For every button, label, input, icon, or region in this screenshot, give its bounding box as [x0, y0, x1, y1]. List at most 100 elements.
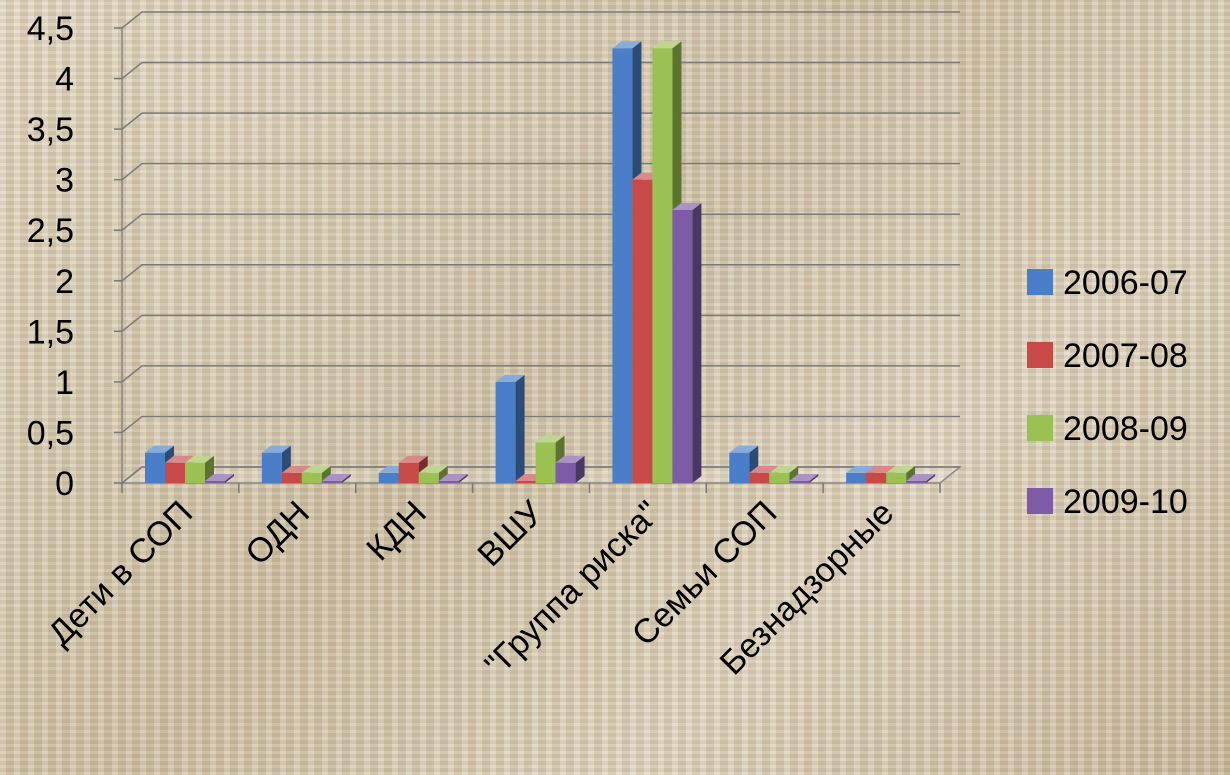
bar-front — [301, 472, 322, 483]
legend-label: 2009-10 — [1063, 483, 1188, 521]
bar-front — [438, 481, 459, 483]
bar-front — [515, 481, 536, 483]
bar-front — [789, 481, 810, 483]
bar-front — [261, 452, 282, 483]
bar — [185, 455, 214, 483]
bar-front — [535, 442, 556, 483]
y-axis-ticks: 0 0,5 1 1,5 2 2,5 3 3,5 4 4,5 — [27, 10, 74, 503]
bar-top — [789, 474, 819, 481]
bar-top — [418, 465, 448, 473]
y-tick-label: 0,5 — [27, 414, 74, 452]
bar-side — [906, 465, 916, 483]
bar-top — [398, 455, 428, 463]
bar-front — [672, 210, 693, 483]
bar-front — [555, 462, 576, 483]
bar — [438, 474, 468, 483]
bar-front — [906, 481, 927, 483]
bar-front — [185, 462, 205, 483]
x-category-label: Дети в СОП — [41, 494, 200, 653]
bar — [418, 465, 448, 483]
bar-top — [612, 41, 642, 49]
bar-side — [225, 474, 234, 483]
legend-swatch — [1027, 342, 1053, 368]
bar-top — [749, 465, 779, 473]
bar-front — [398, 462, 419, 483]
y-tick-label: 2 — [55, 263, 74, 301]
bar-front — [145, 452, 165, 483]
bar — [769, 465, 799, 483]
bar-side — [926, 474, 936, 483]
legend-label: 2008-09 — [1063, 410, 1188, 448]
bar-top — [652, 41, 682, 49]
bar-front — [769, 472, 790, 483]
bar-side — [575, 455, 585, 483]
x-category-label: ОДН — [238, 494, 317, 573]
x-axis-ticks: Дети в СОП ОДН КДН ВШУ"Группа риска"Семьи С… — [41, 483, 941, 684]
bar — [672, 203, 702, 483]
bar-front — [632, 179, 653, 483]
bar-front — [165, 462, 185, 483]
bar-top — [555, 455, 585, 463]
bar — [301, 465, 331, 483]
y-tick-label: 3 — [55, 162, 74, 200]
bar-front — [281, 472, 302, 483]
x-category-label: КДН — [359, 494, 434, 569]
bar-top — [906, 474, 936, 481]
bar-top — [866, 465, 896, 473]
gridline — [121, 162, 960, 181]
y-tick-label: 1 — [55, 364, 74, 402]
bar-top — [281, 465, 311, 473]
bar-top — [261, 445, 291, 453]
bar — [555, 455, 585, 483]
legend: 2006-07 2007-08 2008-09 2009-10 — [1027, 264, 1188, 521]
bar-front — [866, 472, 887, 483]
bar-side — [809, 474, 819, 483]
y-tick-label: 0 — [55, 465, 74, 503]
bar-top — [769, 465, 799, 473]
y-tick-label: 3,5 — [27, 111, 74, 149]
bar-top — [438, 474, 468, 481]
bar-side — [321, 465, 331, 483]
bar-front — [729, 452, 750, 483]
bar-top — [886, 465, 916, 473]
bar-top — [145, 445, 174, 453]
bar-top — [301, 465, 331, 473]
legend-swatch — [1027, 488, 1053, 514]
legend-label: 2007-08 — [1063, 337, 1188, 375]
legend-swatch — [1027, 269, 1053, 295]
bar-side — [341, 474, 351, 483]
bars — [145, 41, 936, 483]
back-wall — [142, 12, 960, 467]
x-category-label: ВШУ — [470, 494, 550, 574]
bar-side — [458, 474, 468, 483]
legend-label: 2006-07 — [1063, 264, 1188, 302]
bar-top — [185, 455, 214, 463]
y-tick-label: 2,5 — [27, 212, 74, 250]
gridline — [121, 11, 960, 29]
bar — [906, 474, 936, 483]
gridline — [121, 61, 960, 80]
bar-top — [321, 474, 351, 481]
bar-side — [692, 203, 702, 483]
bar-side — [789, 465, 799, 483]
bar-front — [378, 472, 399, 483]
bar-front — [846, 472, 867, 483]
legend-swatch — [1027, 415, 1053, 441]
bar-front — [612, 48, 633, 483]
bar — [789, 474, 819, 483]
bar-top — [535, 435, 565, 443]
bar-front — [495, 381, 516, 483]
bar-front — [749, 472, 770, 483]
bar-top — [495, 374, 525, 382]
bar-front — [886, 472, 907, 483]
bar — [321, 474, 351, 483]
bar-front — [418, 472, 439, 483]
bar-top — [672, 203, 702, 210]
bar-top — [729, 445, 759, 453]
y-tick-label: 4,5 — [27, 10, 74, 48]
bar — [886, 465, 916, 483]
chart-walls — [119, 12, 963, 484]
bar-top — [846, 465, 876, 473]
bar — [495, 374, 525, 483]
